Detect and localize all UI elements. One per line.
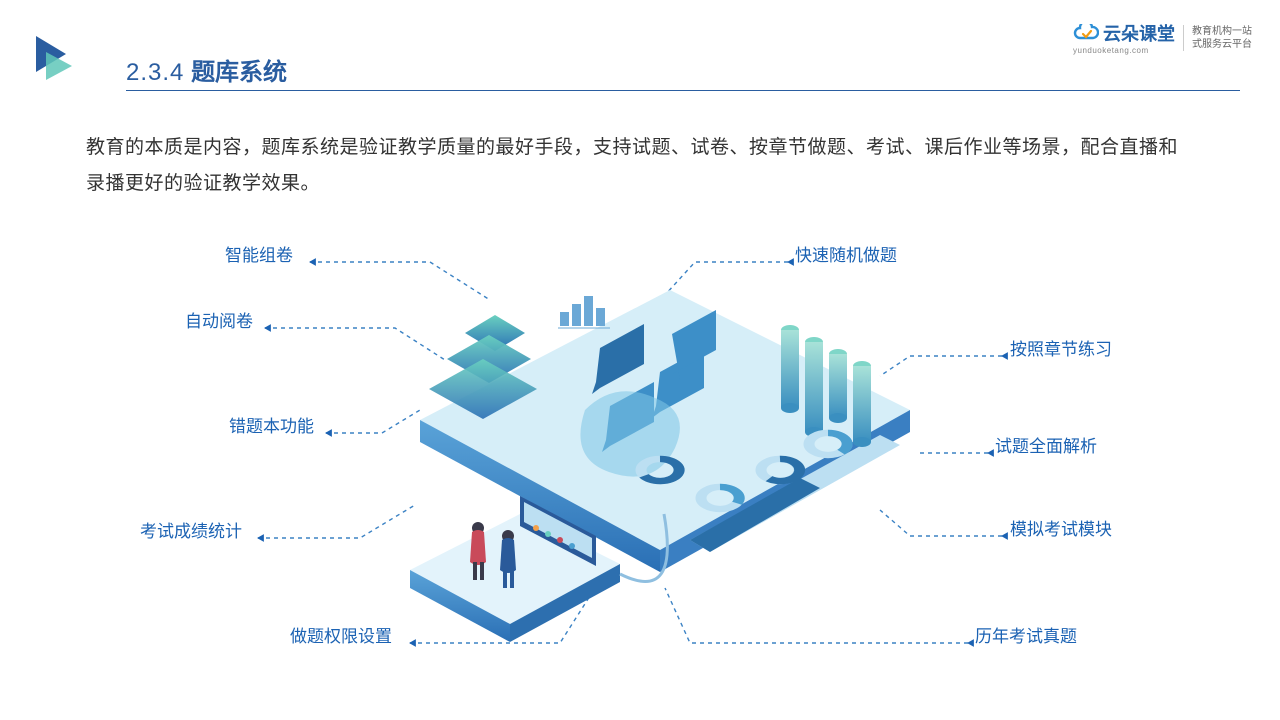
feature-diagram: [0, 220, 1280, 700]
isometric-illustration: [360, 260, 920, 620]
